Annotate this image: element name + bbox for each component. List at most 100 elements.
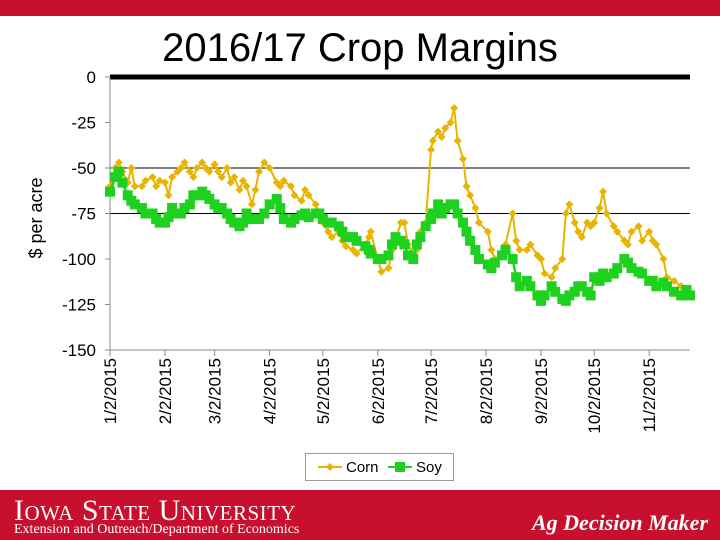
corn-point xyxy=(515,245,524,254)
corn-point xyxy=(311,200,320,209)
corn-point xyxy=(458,154,467,163)
soy-point xyxy=(461,226,472,237)
corn-point xyxy=(205,167,214,176)
soy-point xyxy=(536,295,547,306)
legend-corn-label: Corn xyxy=(346,459,379,476)
corn-point xyxy=(487,245,496,254)
legend-soy-marker xyxy=(395,462,405,472)
soy-point xyxy=(489,257,500,268)
soy-point xyxy=(539,290,550,301)
corn-point xyxy=(558,255,567,263)
x-tick-label: 7/2/2015 xyxy=(422,358,441,424)
soy-point xyxy=(436,208,447,219)
corn-point xyxy=(602,209,611,218)
corn-point xyxy=(659,255,668,263)
y-tick-label: -25 xyxy=(71,114,96,133)
soy-point xyxy=(426,213,437,224)
corn-point xyxy=(130,182,139,191)
soy-point xyxy=(681,284,692,295)
corn-point xyxy=(645,227,654,236)
department-text: Extension and Outreach/Department of Eco… xyxy=(14,522,300,537)
soy-point xyxy=(222,208,233,219)
corn-point xyxy=(599,187,608,196)
soy-point xyxy=(179,203,190,214)
corn-point xyxy=(577,233,586,242)
corn-point xyxy=(634,222,643,231)
soy-point xyxy=(601,272,612,283)
corn-point xyxy=(327,233,336,242)
corn-point xyxy=(304,191,313,200)
soy-point xyxy=(136,203,147,214)
corn-point xyxy=(613,227,622,236)
corn-point xyxy=(235,185,244,194)
corn-point xyxy=(239,176,248,185)
corn-point xyxy=(574,227,583,236)
soy-point xyxy=(317,213,328,224)
corn-point xyxy=(466,191,475,200)
corn-point xyxy=(450,103,459,112)
corn-point xyxy=(324,227,333,236)
corn-point xyxy=(366,227,375,236)
soy-point xyxy=(685,290,695,301)
y-tick-labels: 0 -25 -50 -75 -100 -125 -150 xyxy=(62,68,110,360)
footer-bar xyxy=(0,490,720,540)
corn-line xyxy=(109,107,691,296)
x-tick-label: 8/2/2015 xyxy=(477,358,496,424)
soy-point xyxy=(496,250,507,261)
soy-point xyxy=(238,217,249,228)
corn-point xyxy=(185,167,194,176)
soy-point xyxy=(420,221,431,232)
soy-point xyxy=(163,212,174,223)
soy-point xyxy=(452,208,463,219)
soy-point xyxy=(140,208,151,219)
soy-point xyxy=(289,213,300,224)
y-tick-label: -125 xyxy=(62,296,96,315)
soy-point xyxy=(415,232,426,243)
corn-point xyxy=(565,200,574,209)
corn-point xyxy=(627,227,636,236)
university-logotype: Iowa State University xyxy=(14,494,297,527)
soy-point xyxy=(113,166,124,177)
soy-point xyxy=(569,286,580,297)
x-tick-label: 1/2/2015 xyxy=(101,358,120,424)
corn-point xyxy=(609,222,618,231)
soy-point xyxy=(191,190,202,201)
soy-point xyxy=(147,208,158,219)
x-tick-label: 9/2/2015 xyxy=(532,358,551,424)
soy-point xyxy=(365,248,376,259)
corn-point xyxy=(441,123,450,132)
x-tick-label: 4/2/2015 xyxy=(261,358,280,424)
soy-point xyxy=(449,199,460,210)
corn-point xyxy=(279,176,288,185)
corn-point xyxy=(114,158,123,167)
soy-point xyxy=(326,217,337,228)
corn-point xyxy=(512,236,521,245)
y-tick-label: 0 xyxy=(87,68,96,87)
corn-point xyxy=(301,185,310,194)
soy-point xyxy=(585,290,596,301)
x-tick-label: 6/2/2015 xyxy=(369,358,388,424)
corn-point xyxy=(595,204,604,213)
soy-point xyxy=(465,235,476,246)
soy-point xyxy=(253,213,264,224)
page-title: 2016/17 Crop Margins xyxy=(162,26,558,70)
corn-point xyxy=(286,182,295,191)
corn-point xyxy=(446,118,455,127)
corn-point xyxy=(670,276,679,285)
corn-point xyxy=(453,136,462,145)
chart-legend: Corn Soy xyxy=(305,453,454,481)
corn-point xyxy=(168,173,177,182)
soy-point xyxy=(259,208,270,219)
corn-point xyxy=(437,133,446,142)
soy-point xyxy=(427,208,438,219)
corn-point xyxy=(217,173,226,182)
x-tick-label: 10/2/2015 xyxy=(585,358,604,434)
corn-point xyxy=(462,182,471,191)
y-tick-label: -150 xyxy=(62,341,96,360)
corn-point xyxy=(638,236,647,245)
corn-point xyxy=(297,196,306,205)
soy-point xyxy=(608,268,619,279)
corn-point xyxy=(242,182,251,191)
soy-point xyxy=(411,239,422,250)
corn-point xyxy=(652,240,661,249)
